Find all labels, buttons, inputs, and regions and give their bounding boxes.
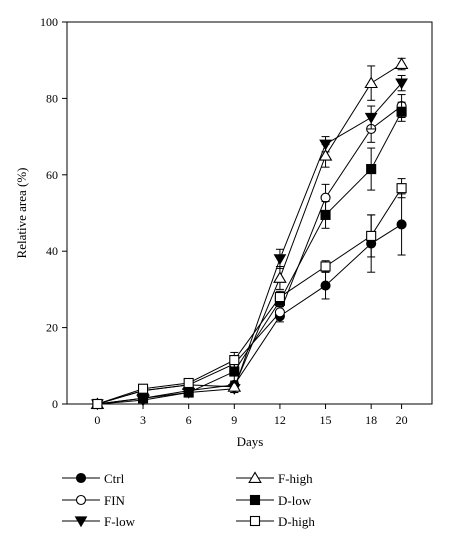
y-tick-label: 100 xyxy=(40,15,58,29)
series-d-high xyxy=(92,178,407,410)
series-line xyxy=(97,187,403,405)
data-point xyxy=(394,57,409,69)
data-point xyxy=(229,366,240,377)
x-tick-label: 18 xyxy=(365,413,377,427)
data-point xyxy=(92,398,103,410)
data-point xyxy=(364,76,378,89)
legend-marker xyxy=(75,472,87,484)
legend-marker xyxy=(74,516,88,528)
legend-label: D-high xyxy=(278,514,315,529)
data-point xyxy=(274,291,285,303)
series-line xyxy=(97,111,403,405)
legend-marker xyxy=(249,515,261,527)
data-point xyxy=(273,271,287,283)
y-tick-label: 80 xyxy=(46,91,58,105)
data-point xyxy=(273,254,287,266)
series-line xyxy=(97,63,402,405)
legend-label: F-high xyxy=(278,471,313,486)
legend: Ctrl FIN F-low F-high D-low D-high xyxy=(62,471,315,529)
x-tick-label: 20 xyxy=(396,413,408,427)
legend-label: Ctrl xyxy=(104,471,125,486)
series-f-low xyxy=(91,74,408,411)
data-point xyxy=(320,209,331,220)
y-tick-label: 40 xyxy=(46,244,58,258)
legend-label: FIN xyxy=(104,493,126,508)
series-line xyxy=(97,224,402,405)
data-point xyxy=(396,183,407,194)
x-tick-label: 6 xyxy=(186,413,192,427)
legend-marker xyxy=(75,494,87,506)
legend-label: D-low xyxy=(278,493,312,508)
series-f-high xyxy=(90,57,409,409)
data-point xyxy=(320,280,331,291)
series-ctrl xyxy=(92,193,407,410)
data-point xyxy=(229,355,240,366)
data-point xyxy=(320,261,331,272)
series-line xyxy=(97,82,402,405)
x-tick-label: 0 xyxy=(94,413,100,427)
data-point xyxy=(137,393,149,404)
legend-item-f-high: F-high xyxy=(236,471,313,486)
data-point xyxy=(396,106,407,117)
plot-frame xyxy=(66,21,433,405)
series-line xyxy=(97,105,402,405)
plot-area xyxy=(90,57,409,411)
data-point xyxy=(395,78,408,90)
data-point xyxy=(320,192,331,203)
y-axis-title: Relative area (%) xyxy=(14,168,29,259)
y-tick-label: 0 xyxy=(52,397,58,411)
data-point xyxy=(183,377,194,389)
data-point xyxy=(137,383,149,394)
data-point xyxy=(364,112,378,124)
data-point xyxy=(183,387,194,398)
legend-marker xyxy=(249,494,261,506)
data-point xyxy=(274,307,285,318)
legend-item-fin: FIN xyxy=(62,493,126,508)
legend-marker xyxy=(248,471,262,483)
data-point xyxy=(396,219,407,230)
axes xyxy=(66,21,433,405)
data-point xyxy=(366,230,377,241)
data-point xyxy=(366,164,377,175)
data-point xyxy=(318,149,333,161)
legend-item-f-low: F-low xyxy=(62,514,136,529)
x-tick-label: 3 xyxy=(140,413,146,427)
data-point xyxy=(227,380,242,392)
legend-item-d-low: D-low xyxy=(236,493,312,508)
legend-label: F-low xyxy=(104,514,136,529)
y-axis-ticks: 0 20 40 60 80 100 xyxy=(40,15,67,411)
x-axis-title: Days xyxy=(237,434,264,449)
x-tick-label: 12 xyxy=(274,413,286,427)
legend-item-ctrl: Ctrl xyxy=(62,471,125,486)
y-tick-label: 20 xyxy=(46,321,58,335)
x-tick-label: 9 xyxy=(231,413,237,427)
legend-item-d-high: D-high xyxy=(236,514,315,529)
y-tick-label: 60 xyxy=(46,168,58,182)
x-tick-label: 15 xyxy=(320,413,332,427)
x-axis-ticks: 0 3 6 9 12 15 18 20 xyxy=(94,404,408,427)
